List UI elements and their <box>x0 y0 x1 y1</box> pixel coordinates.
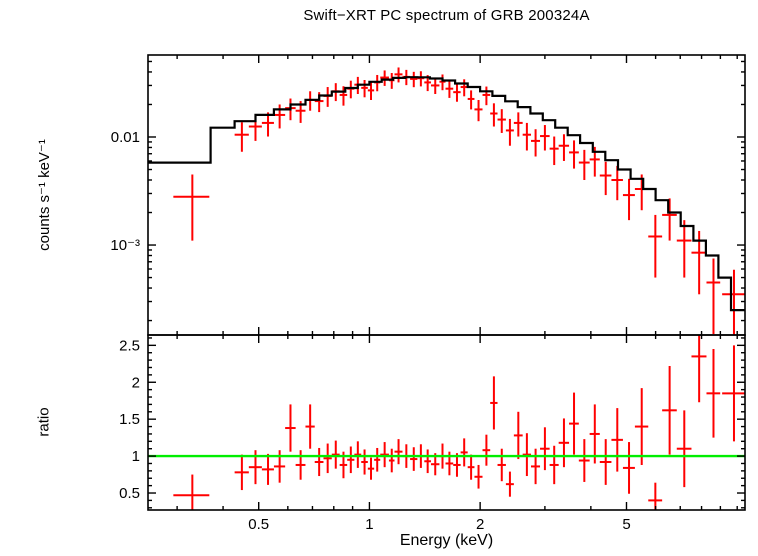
svg-text:2: 2 <box>476 516 484 533</box>
y-axis-label-counts: counts s⁻¹ keV⁻¹ <box>36 139 53 251</box>
svg-text:0.5: 0.5 <box>248 516 269 533</box>
svg-text:1.5: 1.5 <box>119 411 140 428</box>
spectrum-data-layer <box>148 67 745 335</box>
ratio-data-points <box>173 335 745 510</box>
ratio-data-layer <box>148 335 745 510</box>
spectrum-data-points <box>173 67 745 335</box>
svg-text:10⁻³: 10⁻³ <box>110 237 140 254</box>
svg-text:5: 5 <box>622 516 630 533</box>
svg-text:2.5: 2.5 <box>119 337 140 354</box>
model-step-line <box>148 76 745 312</box>
ratio-panel-border <box>147 334 746 511</box>
spectrum-y-tick-labels: 10⁻³ 0.01 <box>110 129 140 254</box>
ratio-y-tick-labels: 0.5 1 1.5 2 2.5 <box>119 337 140 502</box>
x-axis-label: Energy (keV) <box>399 532 494 549</box>
svg-text:2: 2 <box>132 374 140 391</box>
svg-text:0.01: 0.01 <box>111 129 140 146</box>
svg-text:1: 1 <box>132 448 140 465</box>
svg-text:1: 1 <box>365 516 373 533</box>
y-axis-label-ratio: ratio <box>35 407 53 437</box>
chart-title: Swift−XRT PC spectrum of GRB 200324A <box>303 7 590 24</box>
svg-text:0.5: 0.5 <box>119 485 140 502</box>
x-tick-labels: 0.5 1 2 5 <box>248 516 630 533</box>
